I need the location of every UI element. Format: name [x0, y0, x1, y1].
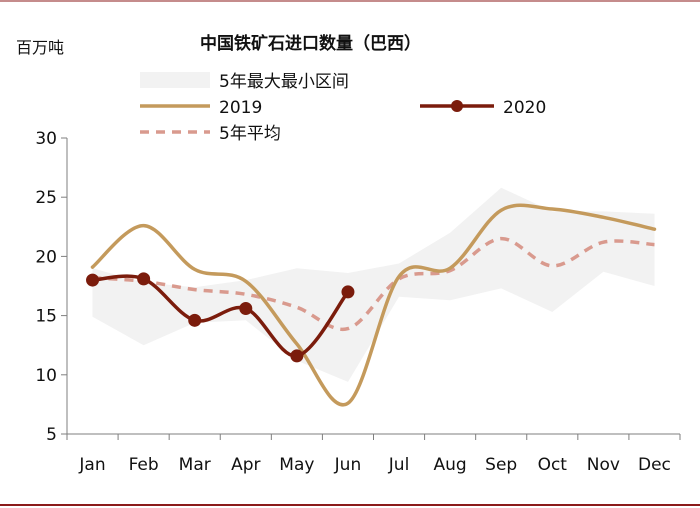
- legend-label-2019: 2019: [219, 98, 262, 118]
- legend-label-5yr-average: 5年平均: [219, 124, 281, 144]
- y-tick-label: 30: [35, 129, 57, 149]
- x-tick-label: May: [279, 455, 314, 475]
- y-tick-label: 25: [35, 188, 57, 208]
- y-tick-label: 10: [35, 366, 57, 386]
- axes-layer: 5 10 15 20 25 30 Jan Feb Mar Apr May Jun Jul Aug Sep Oc…: [35, 129, 681, 475]
- legend-label-range-band: 5年最大最小区间: [219, 72, 349, 92]
- x-tick-label: Apr: [231, 455, 260, 475]
- series-lines-layer: [86, 203, 657, 407]
- chart-title: 中国铁矿石进口数量（巴西）: [200, 33, 421, 54]
- series-2020-point: [341, 285, 355, 299]
- y-tick-label: 15: [35, 307, 57, 327]
- series-2020-point: [188, 313, 202, 327]
- x-tick-label: Jan: [78, 455, 105, 475]
- series-2019-line: [90, 203, 657, 407]
- series-2020-point: [86, 273, 100, 287]
- range-band-layer: [92, 187, 655, 382]
- x-tick-label: Aug: [434, 455, 467, 475]
- legend-swatch-range-band: [140, 72, 210, 88]
- x-tick-label: Jul: [388, 455, 410, 475]
- legend-marker-2020: [451, 100, 463, 112]
- x-tick-label: Nov: [587, 455, 620, 475]
- y-tick-label: 5: [46, 425, 57, 445]
- x-tick-label: Feb: [129, 455, 159, 475]
- series-2020-point: [239, 301, 253, 315]
- x-tick-label: Sep: [485, 455, 517, 475]
- y-tick-label: 20: [35, 247, 57, 267]
- x-tick-label: Mar: [179, 455, 211, 475]
- x-tick-label: Oct: [538, 455, 568, 475]
- series-2020-point: [290, 349, 304, 363]
- y-axis-unit-label: 百万吨: [16, 38, 64, 57]
- series-2020-point: [137, 272, 151, 286]
- x-tick-label: Jun: [334, 455, 362, 475]
- legend: 5年最大最小区间 2019 2020 5年平均: [140, 72, 546, 144]
- x-tick-label: Dec: [638, 455, 671, 475]
- series-5yr-average-line: [92, 236, 655, 332]
- series-range-band: [92, 187, 655, 382]
- legend-label-2020: 2020: [503, 98, 546, 118]
